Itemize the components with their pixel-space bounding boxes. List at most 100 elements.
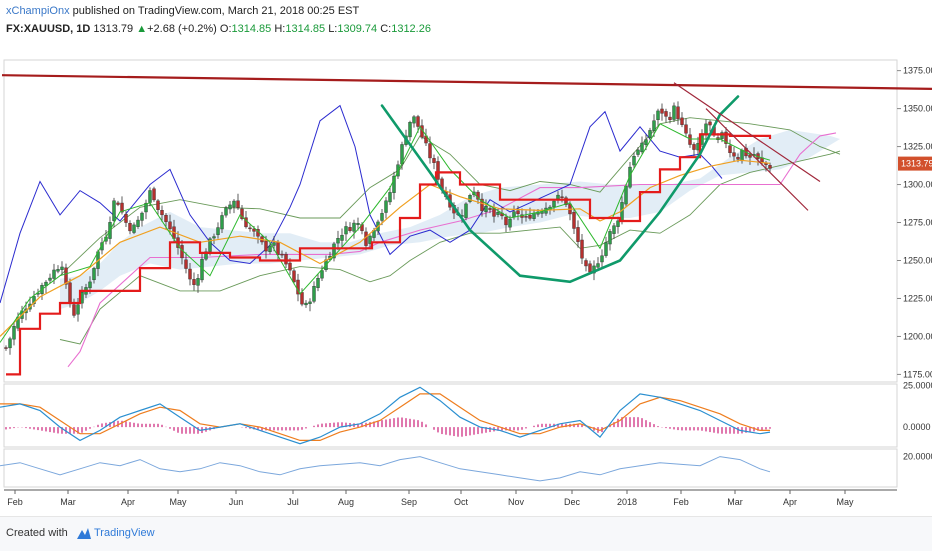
- candle-body: [12, 326, 16, 340]
- candle-body: [304, 302, 308, 306]
- tradingview-brand[interactable]: TradingView: [94, 527, 155, 539]
- candle-body: [380, 213, 384, 221]
- candle-body: [428, 143, 432, 159]
- candle-body: [596, 263, 600, 268]
- rsi-tick-label: 20.0000: [903, 452, 932, 462]
- candle-body: [168, 221, 172, 230]
- candle-body: [284, 253, 288, 265]
- author-link[interactable]: xChampiOnx: [6, 5, 70, 17]
- candle-body: [484, 205, 488, 212]
- macd-tick-label: 25.0000: [903, 381, 932, 391]
- last-price: 1313.79: [93, 23, 134, 35]
- macd-signal-line: [0, 393, 770, 441]
- candle-body: [340, 234, 344, 241]
- candle-body: [528, 214, 532, 219]
- candle-body: [356, 223, 360, 225]
- candle-body: [332, 243, 336, 259]
- candle-body: [468, 195, 472, 202]
- candle-body: [512, 211, 516, 218]
- candle-body: [632, 156, 636, 166]
- tradingview-logo-icon[interactable]: [77, 527, 91, 539]
- candle-body: [748, 154, 752, 158]
- candle-body: [608, 231, 612, 245]
- candle-body: [384, 200, 388, 213]
- rsi-pane-frame: [3, 448, 898, 488]
- candle-body: [588, 263, 592, 273]
- candle-body: [204, 251, 208, 260]
- x-tick-label: Feb: [673, 497, 689, 507]
- x-tick-label: May: [836, 497, 854, 507]
- candle-body: [8, 338, 12, 349]
- candle-body: [648, 130, 652, 138]
- open-value: 1314.85: [231, 23, 272, 35]
- x-tick-label: Jun: [229, 497, 244, 507]
- candle-body: [280, 253, 284, 256]
- candle-body: [704, 123, 708, 135]
- candle-body: [392, 175, 396, 193]
- candle-body: [388, 192, 392, 203]
- candle-body: [564, 197, 568, 205]
- candle-body: [300, 292, 304, 305]
- candle-body: [492, 208, 496, 217]
- candle-body: [496, 211, 500, 215]
- candle-body: [508, 218, 512, 228]
- candle-body: [336, 238, 340, 244]
- chart-canvas[interactable]: 1375.00 1350.00 1325.00 1300.00 1275.00 1250.…: [0, 0, 932, 516]
- candle-body: [348, 227, 352, 231]
- candle-body: [660, 108, 664, 114]
- candle-body: [48, 277, 52, 281]
- change-up-icon: ▲: [136, 23, 148, 35]
- candle-body: [504, 216, 508, 226]
- candle-body: [720, 132, 724, 139]
- x-tick-label: Apr: [783, 497, 797, 507]
- kijun-sen-line: [6, 133, 772, 376]
- candle-body: [604, 242, 608, 256]
- candle-body: [240, 208, 244, 219]
- candle-body: [416, 116, 420, 127]
- candle-body: [128, 223, 132, 232]
- candle-body: [580, 239, 584, 259]
- candle-body: [664, 111, 668, 117]
- ohlc-legend: FX:XAUUSD, 1D 1313.79 ▲+2.68 (+0.2%) O:1…: [6, 23, 431, 35]
- candle-body: [164, 215, 168, 222]
- candle-body: [120, 202, 124, 213]
- candle-body: [116, 202, 120, 205]
- high-label: H:: [274, 23, 286, 35]
- footer-bar: Created with TradingView: [0, 516, 932, 551]
- candle-body: [692, 144, 696, 150]
- macd-line: [0, 386, 771, 445]
- candle-body: [92, 268, 96, 281]
- candle-body: [436, 161, 440, 180]
- candle-body: [4, 347, 8, 349]
- candle-body: [228, 204, 232, 210]
- candle-body: [576, 227, 580, 242]
- candle-body: [672, 105, 676, 120]
- candle-body: [344, 226, 348, 235]
- candle-body: [432, 158, 436, 163]
- candle-body: [124, 213, 128, 223]
- x-tick-label: Oct: [454, 497, 469, 507]
- macd-tick-label: 0.0000: [903, 422, 931, 432]
- symbol-label[interactable]: FX:XAUUSD, 1D: [6, 23, 91, 35]
- candle-body: [276, 242, 280, 255]
- candle-body: [264, 240, 268, 252]
- candle-body: [140, 212, 144, 221]
- candle-body: [216, 227, 220, 235]
- candle-body: [144, 202, 148, 213]
- channel-upper-line: [673, 82, 821, 183]
- candle-body: [220, 215, 224, 230]
- publish-info: xChampiOnx published on TradingView.com,…: [6, 5, 359, 17]
- x-tick-label: Sep: [401, 497, 417, 507]
- candle-body: [152, 188, 156, 201]
- candle-body: [600, 255, 604, 263]
- candle-body: [412, 116, 416, 124]
- published-text: published on TradingView.com, March 21, …: [72, 5, 360, 17]
- candle-body: [728, 145, 732, 154]
- candle-body: [100, 242, 104, 251]
- close-label: C:: [380, 23, 392, 35]
- candle-body: [136, 219, 140, 227]
- candle-body: [196, 278, 200, 286]
- open-label: O:: [219, 23, 232, 35]
- y-tick-label: 1275.00: [903, 218, 932, 228]
- candle-body: [236, 200, 240, 208]
